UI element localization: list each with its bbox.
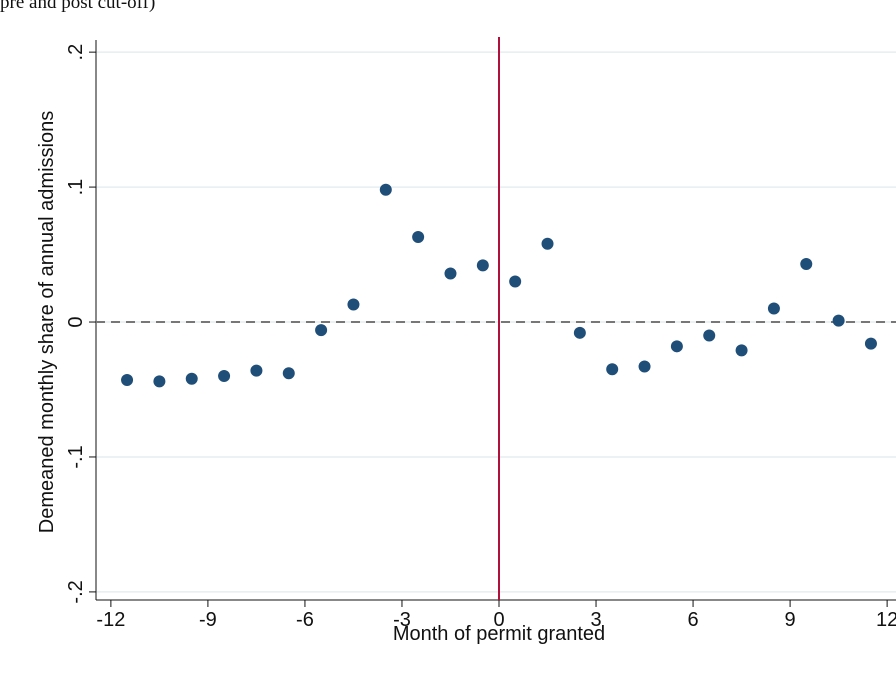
x-tick-label: 0	[493, 609, 504, 631]
x-tick-label: -6	[296, 609, 314, 631]
y-tick-label: .2	[65, 44, 87, 61]
point	[250, 364, 263, 377]
point	[412, 231, 425, 244]
y-tick-label: .1	[65, 179, 87, 196]
point	[670, 340, 683, 353]
x-tick-label: 9	[785, 609, 796, 631]
point	[864, 337, 877, 350]
x-tick-label: 12	[876, 609, 896, 631]
y-tick-label: -.2	[65, 580, 87, 603]
y-tick-label: -.1	[65, 445, 87, 468]
point	[541, 237, 554, 250]
caption: pre and post cut-off)	[0, 0, 155, 13]
y-axis-label: Demeaned monthly share of annual admissi…	[36, 111, 58, 533]
point	[509, 275, 522, 288]
point	[767, 302, 780, 315]
point	[282, 367, 295, 380]
x-tick-label: -9	[199, 609, 217, 631]
point	[832, 314, 845, 327]
point	[703, 329, 716, 342]
point	[121, 374, 134, 387]
point	[476, 259, 489, 272]
point	[573, 326, 586, 339]
point	[185, 372, 198, 385]
point	[444, 267, 457, 280]
x-axis-label: Month of permit granted	[393, 623, 605, 645]
point	[218, 370, 231, 382]
point	[606, 363, 619, 376]
x-tick-label: -12	[96, 609, 125, 631]
x-tick-label: -3	[393, 609, 411, 631]
point	[735, 344, 748, 357]
y-tick-label: 0	[65, 316, 87, 327]
point	[638, 360, 651, 373]
point	[347, 298, 360, 311]
x-tick-label: 6	[687, 609, 698, 631]
x-tick-label: 3	[590, 609, 601, 631]
point	[315, 324, 328, 337]
point	[153, 375, 166, 388]
point	[379, 183, 392, 196]
point	[800, 258, 813, 270]
